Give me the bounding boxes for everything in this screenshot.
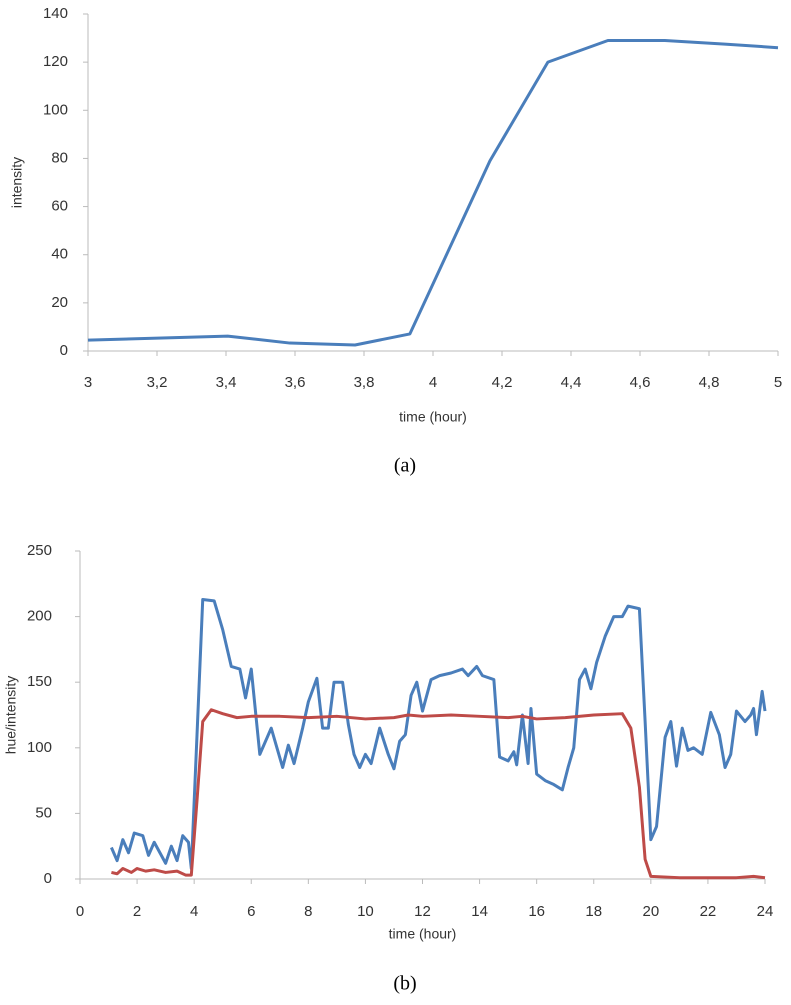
x-tick-label: 3,8 [354, 374, 375, 391]
data-line [111, 708, 766, 880]
x-tick-label: 4 [429, 374, 437, 391]
x-tick-label: 4,8 [699, 374, 720, 391]
y-tick-label: 0 [60, 342, 68, 359]
data-line [110, 598, 767, 871]
y-tick-label: 200 [27, 608, 52, 625]
y-axis-label: hue/intensity [3, 676, 19, 755]
x-axis-label: time (hour) [399, 409, 467, 425]
y-tick-label: 250 [27, 542, 52, 559]
x-tick-label: 0 [76, 903, 84, 920]
y-tick-label: 150 [27, 673, 52, 690]
y-tick-label: 40 [51, 246, 68, 263]
x-tick-label: 3,6 [285, 374, 306, 391]
x-tick-label: 4,4 [561, 374, 582, 391]
x-tick-label: 6 [247, 903, 255, 920]
x-tick-label: 2 [133, 903, 141, 920]
y-tick-label: 20 [51, 294, 68, 311]
x-tick-label: 5 [774, 374, 782, 391]
x-tick-label: 4 [190, 903, 198, 920]
y-tick-label: 50 [35, 804, 52, 821]
x-tick-label: 10 [357, 903, 374, 920]
y-tick-label: 140 [43, 5, 68, 22]
x-tick-label: 4,6 [630, 374, 651, 391]
x-axis-label: time (hour) [389, 926, 457, 942]
y-tick-label: 60 [51, 198, 68, 215]
y-tick-label: 100 [27, 739, 52, 756]
x-tick-label: 12 [414, 903, 431, 920]
x-tick-label: 3,4 [216, 374, 237, 391]
x-tick-label: 8 [304, 903, 312, 920]
y-tick-label: 100 [43, 101, 68, 118]
x-tick-label: 4,2 [492, 374, 513, 391]
y-tick-label: 120 [43, 53, 68, 70]
x-tick-label: 14 [471, 903, 488, 920]
data-line [87, 38, 779, 347]
caption: (b) [393, 973, 416, 995]
x-tick-label: 3,2 [147, 374, 168, 391]
x-tick-label: 22 [700, 903, 717, 920]
y-tick-label: 0 [44, 870, 52, 887]
x-tick-label: 20 [642, 903, 659, 920]
x-tick-label: 16 [528, 903, 545, 920]
x-tick-label: 3 [84, 374, 92, 391]
caption: (a) [394, 455, 416, 477]
y-axis-label: intensity [9, 157, 25, 208]
x-tick-label: 24 [757, 903, 774, 920]
y-tick-label: 80 [51, 149, 68, 166]
x-tick-label: 18 [585, 903, 602, 920]
